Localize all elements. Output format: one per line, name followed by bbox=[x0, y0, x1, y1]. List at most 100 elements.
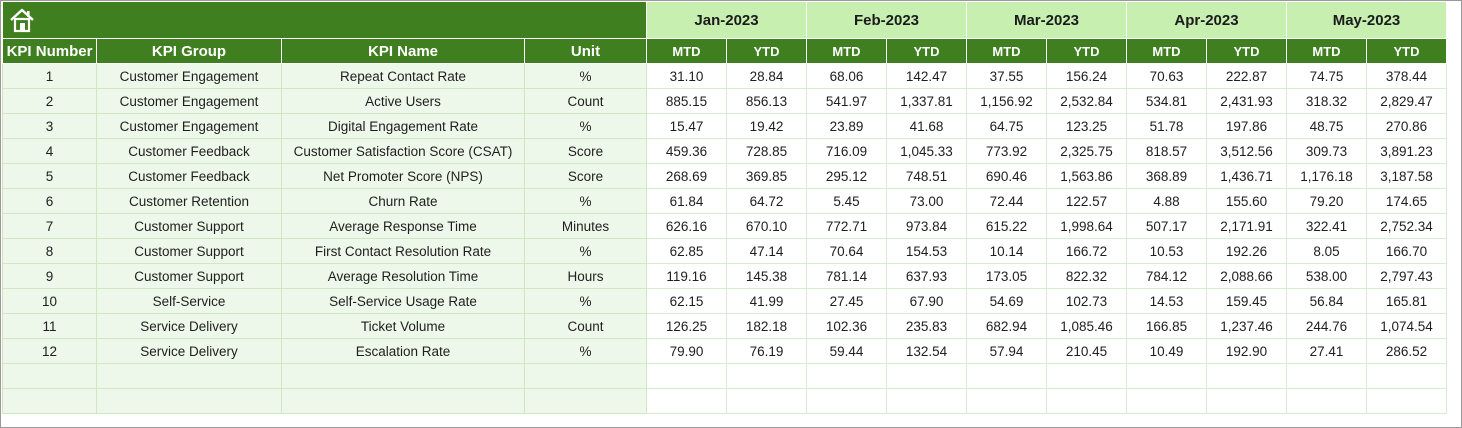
ytd-value-cell[interactable]: 166.70 bbox=[1366, 238, 1447, 264]
kpi-number-cell[interactable]: 12 bbox=[2, 338, 97, 364]
kpi-number-cell[interactable]: 10 bbox=[2, 288, 97, 314]
unit-cell[interactable]: % bbox=[524, 338, 647, 364]
ytd-value-cell[interactable]: 159.45 bbox=[1206, 288, 1287, 314]
mtd-value-cell[interactable]: 31.10 bbox=[646, 63, 727, 89]
mtd-value-cell[interactable]: 74.75 bbox=[1286, 63, 1367, 89]
mtd-value-cell[interactable]: 62.15 bbox=[646, 288, 727, 314]
mtd-value-cell[interactable] bbox=[646, 388, 727, 414]
kpi-number-cell[interactable] bbox=[2, 388, 97, 414]
kpi-group-cell[interactable]: Customer Engagement bbox=[96, 88, 282, 114]
ytd-value-cell[interactable]: 2,797.43 bbox=[1366, 263, 1447, 289]
mtd-value-cell[interactable]: 615.22 bbox=[966, 213, 1047, 239]
ytd-value-cell[interactable]: 145.38 bbox=[726, 263, 807, 289]
mtd-value-cell[interactable]: 244.76 bbox=[1286, 313, 1367, 339]
mtd-value-cell[interactable]: 716.09 bbox=[806, 138, 887, 164]
ytd-value-cell[interactable]: 132.54 bbox=[886, 338, 967, 364]
unit-cell[interactable]: Count bbox=[524, 313, 647, 339]
kpi-name-cell[interactable] bbox=[281, 388, 525, 414]
ytd-value-cell[interactable] bbox=[1046, 388, 1127, 414]
ytd-value-cell[interactable]: 3,187.58 bbox=[1366, 163, 1447, 189]
ytd-value-cell[interactable]: 1,237.46 bbox=[1206, 313, 1287, 339]
mtd-value-cell[interactable]: 538.00 bbox=[1286, 263, 1367, 289]
ytd-value-cell[interactable]: 47.14 bbox=[726, 238, 807, 264]
kpi-name-cell[interactable]: Active Users bbox=[281, 88, 525, 114]
ytd-value-cell[interactable]: 3,891.23 bbox=[1366, 138, 1447, 164]
ytd-value-cell[interactable]: 378.44 bbox=[1366, 63, 1447, 89]
mtd-value-cell[interactable]: 51.78 bbox=[1126, 113, 1207, 139]
mtd-value-cell[interactable] bbox=[806, 388, 887, 414]
mtd-value-cell[interactable]: 318.32 bbox=[1286, 88, 1367, 114]
kpi-number-cell[interactable]: 6 bbox=[2, 188, 97, 214]
ytd-value-cell[interactable]: 154.53 bbox=[886, 238, 967, 264]
ytd-value-cell[interactable]: 728.85 bbox=[726, 138, 807, 164]
home-icon[interactable] bbox=[7, 6, 37, 34]
mtd-value-cell[interactable]: 59.44 bbox=[806, 338, 887, 364]
mtd-value-cell[interactable]: 626.16 bbox=[646, 213, 727, 239]
mtd-value-cell[interactable] bbox=[806, 363, 887, 389]
unit-cell[interactable]: % bbox=[524, 63, 647, 89]
ytd-value-cell[interactable]: 2,325.75 bbox=[1046, 138, 1127, 164]
mtd-value-cell[interactable]: 682.94 bbox=[966, 313, 1047, 339]
ytd-value-cell[interactable]: 123.25 bbox=[1046, 113, 1127, 139]
ytd-value-cell[interactable] bbox=[1206, 363, 1287, 389]
kpi-number-cell[interactable]: 8 bbox=[2, 238, 97, 264]
ytd-value-cell[interactable]: 856.13 bbox=[726, 88, 807, 114]
mtd-value-cell[interactable]: 885.15 bbox=[646, 88, 727, 114]
mtd-value-cell[interactable]: 54.69 bbox=[966, 288, 1047, 314]
mtd-value-cell[interactable]: 781.14 bbox=[806, 263, 887, 289]
mtd-value-cell[interactable]: 368.89 bbox=[1126, 163, 1207, 189]
ytd-value-cell[interactable]: 1,045.33 bbox=[886, 138, 967, 164]
ytd-value-cell[interactable]: 156.24 bbox=[1046, 63, 1127, 89]
kpi-number-cell[interactable]: 3 bbox=[2, 113, 97, 139]
kpi-group-cell[interactable] bbox=[96, 363, 282, 389]
ytd-value-cell[interactable]: 748.51 bbox=[886, 163, 967, 189]
kpi-number-cell[interactable]: 11 bbox=[2, 313, 97, 339]
mtd-value-cell[interactable]: 64.75 bbox=[966, 113, 1047, 139]
kpi-number-cell[interactable]: 1 bbox=[2, 63, 97, 89]
kpi-name-cell[interactable]: Digital Engagement Rate bbox=[281, 113, 525, 139]
mtd-value-cell[interactable] bbox=[1126, 388, 1207, 414]
mtd-value-cell[interactable]: 126.25 bbox=[646, 313, 727, 339]
mtd-value-cell[interactable]: 4.88 bbox=[1126, 188, 1207, 214]
mtd-value-cell[interactable]: 541.97 bbox=[806, 88, 887, 114]
ytd-value-cell[interactable] bbox=[886, 363, 967, 389]
ytd-value-cell[interactable]: 2,829.47 bbox=[1366, 88, 1447, 114]
mtd-value-cell[interactable]: 295.12 bbox=[806, 163, 887, 189]
kpi-name-cell[interactable]: First Contact Resolution Rate bbox=[281, 238, 525, 264]
unit-cell[interactable]: Count bbox=[524, 88, 647, 114]
kpi-group-cell[interactable]: Self-Service bbox=[96, 288, 282, 314]
ytd-value-cell[interactable]: 182.18 bbox=[726, 313, 807, 339]
kpi-name-cell[interactable]: Ticket Volume bbox=[281, 313, 525, 339]
mtd-value-cell[interactable]: 119.16 bbox=[646, 263, 727, 289]
mtd-value-cell[interactable]: 784.12 bbox=[1126, 263, 1207, 289]
mtd-value-cell[interactable]: 166.85 bbox=[1126, 313, 1207, 339]
mtd-value-cell[interactable]: 309.73 bbox=[1286, 138, 1367, 164]
unit-cell[interactable]: Score bbox=[524, 138, 647, 164]
mtd-value-cell[interactable]: 534.81 bbox=[1126, 88, 1207, 114]
mtd-value-cell[interactable]: 322.41 bbox=[1286, 213, 1367, 239]
kpi-number-cell[interactable]: 4 bbox=[2, 138, 97, 164]
mtd-value-cell[interactable]: 68.06 bbox=[806, 63, 887, 89]
kpi-name-cell[interactable]: Customer Satisfaction Score (CSAT) bbox=[281, 138, 525, 164]
kpi-name-cell[interactable]: Self-Service Usage Rate bbox=[281, 288, 525, 314]
ytd-value-cell[interactable]: 1,436.71 bbox=[1206, 163, 1287, 189]
ytd-value-cell[interactable] bbox=[726, 388, 807, 414]
kpi-group-cell[interactable]: Customer Feedback bbox=[96, 138, 282, 164]
mtd-value-cell[interactable]: 1,156.92 bbox=[966, 88, 1047, 114]
ytd-value-cell[interactable]: 122.57 bbox=[1046, 188, 1127, 214]
kpi-name-cell[interactable]: Churn Rate bbox=[281, 188, 525, 214]
mtd-value-cell[interactable]: 459.36 bbox=[646, 138, 727, 164]
mtd-value-cell[interactable]: 1,176.18 bbox=[1286, 163, 1367, 189]
kpi-number-cell[interactable] bbox=[2, 363, 97, 389]
ytd-value-cell[interactable]: 286.52 bbox=[1366, 338, 1447, 364]
ytd-value-cell[interactable]: 76.19 bbox=[726, 338, 807, 364]
ytd-value-cell[interactable]: 270.86 bbox=[1366, 113, 1447, 139]
ytd-value-cell[interactable] bbox=[1206, 388, 1287, 414]
ytd-value-cell[interactable] bbox=[886, 388, 967, 414]
mtd-value-cell[interactable] bbox=[646, 363, 727, 389]
kpi-number-cell[interactable]: 7 bbox=[2, 213, 97, 239]
mtd-value-cell[interactable]: 57.94 bbox=[966, 338, 1047, 364]
mtd-value-cell[interactable]: 773.92 bbox=[966, 138, 1047, 164]
mtd-value-cell[interactable] bbox=[966, 363, 1047, 389]
kpi-number-cell[interactable]: 2 bbox=[2, 88, 97, 114]
